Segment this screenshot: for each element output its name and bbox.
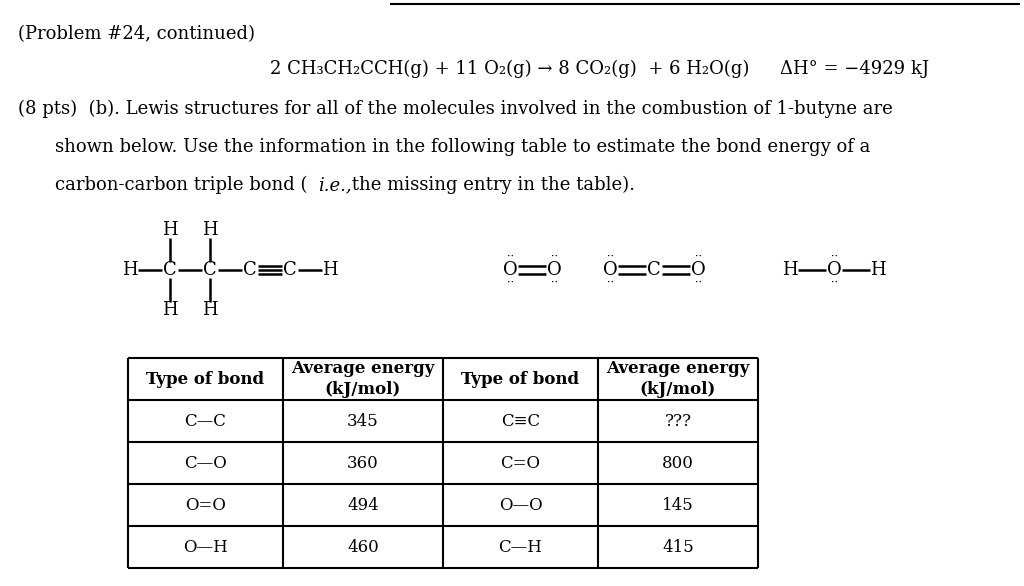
- Text: H: H: [782, 261, 798, 279]
- Text: carbon-carbon triple bond (: carbon-carbon triple bond (: [55, 176, 307, 194]
- Text: C≡C: C≡C: [501, 413, 540, 430]
- Text: 494: 494: [347, 496, 379, 513]
- Text: ··: ··: [551, 278, 557, 288]
- Text: C: C: [163, 261, 177, 279]
- Text: ··: ··: [830, 278, 838, 288]
- Text: C=O: C=O: [501, 455, 541, 472]
- Text: O: O: [690, 261, 706, 279]
- Text: 2 CH₃CH₂CCH(g) + 11 O₂(g) → 8 CO₂(g)  + 6 H₂O(g): 2 CH₃CH₂CCH(g) + 11 O₂(g) → 8 CO₂(g) + 6…: [270, 60, 750, 79]
- Text: O: O: [547, 261, 561, 279]
- Text: C—O: C—O: [184, 455, 227, 472]
- Text: 360: 360: [347, 455, 379, 472]
- Text: H: H: [202, 301, 218, 319]
- Text: C—H: C—H: [499, 539, 543, 556]
- Text: ··: ··: [694, 252, 701, 262]
- Text: Type of bond: Type of bond: [462, 370, 580, 387]
- Text: O—O: O—O: [499, 496, 543, 513]
- Text: the missing entry in the table).: the missing entry in the table).: [346, 176, 635, 194]
- Text: H: H: [323, 261, 338, 279]
- Text: C—C: C—C: [184, 413, 226, 430]
- Text: Average energy
(kJ/mol): Average energy (kJ/mol): [291, 360, 434, 398]
- Text: (Problem #24, continued): (Problem #24, continued): [18, 25, 255, 43]
- Text: shown below. Use the information in the following table to estimate the bond ene: shown below. Use the information in the …: [55, 138, 870, 156]
- Text: i.e.,: i.e.,: [318, 176, 351, 194]
- Text: ··: ··: [606, 278, 613, 288]
- Text: O: O: [826, 261, 842, 279]
- Text: 460: 460: [347, 539, 379, 556]
- Text: 345: 345: [347, 413, 379, 430]
- Text: ΔH° = −4929 kJ: ΔH° = −4929 kJ: [780, 60, 929, 78]
- Text: C: C: [243, 261, 257, 279]
- Text: Type of bond: Type of bond: [146, 370, 264, 387]
- Text: C: C: [283, 261, 297, 279]
- Text: H: H: [162, 221, 178, 239]
- Text: ··: ··: [551, 252, 557, 262]
- Text: 800: 800: [663, 455, 694, 472]
- Text: Average energy
(kJ/mol): Average energy (kJ/mol): [606, 360, 750, 398]
- Text: 415: 415: [663, 539, 694, 556]
- Text: ··: ··: [606, 252, 613, 262]
- Text: C: C: [203, 261, 217, 279]
- Text: ··: ··: [830, 252, 838, 262]
- Text: O=O: O=O: [185, 496, 226, 513]
- Text: O: O: [503, 261, 517, 279]
- Text: ··: ··: [507, 278, 513, 288]
- Text: ··: ··: [694, 278, 701, 288]
- Text: H: H: [122, 261, 138, 279]
- Text: ··: ··: [507, 252, 513, 262]
- Text: O: O: [603, 261, 617, 279]
- Text: H: H: [870, 261, 886, 279]
- Text: H: H: [202, 221, 218, 239]
- Text: O—H: O—H: [183, 539, 228, 556]
- Text: 145: 145: [663, 496, 694, 513]
- Text: H: H: [162, 301, 178, 319]
- Text: C: C: [647, 261, 660, 279]
- Text: (8 pts)  (b). Lewis structures for all of the molecules involved in the combusti: (8 pts) (b). Lewis structures for all of…: [18, 100, 893, 118]
- Text: ???: ???: [665, 413, 691, 430]
